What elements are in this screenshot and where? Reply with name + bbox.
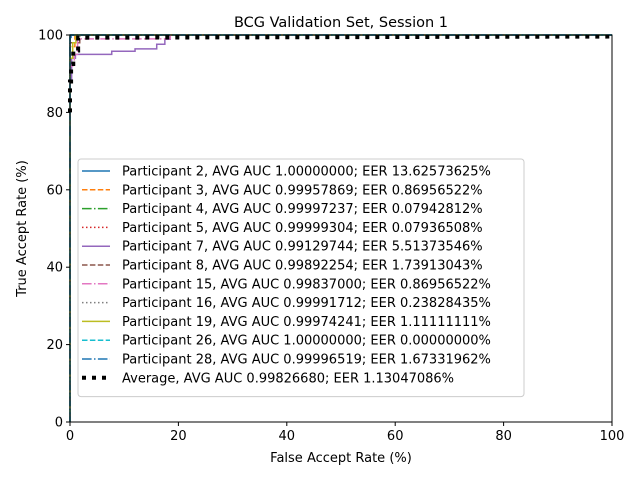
legend-label: Participant 26, AVG AUC 1.00000000; EER …	[122, 334, 491, 349]
y-tick-label: 100	[38, 29, 63, 44]
legend-label: Participant 4, AVG AUC 0.99997237; EER 0…	[122, 202, 483, 217]
x-axis-ticks: 0 20 40 60 80 100	[66, 422, 625, 444]
x-axis-label: False Accept Rate (%)	[270, 451, 412, 466]
series-line-7	[69, 34, 612, 422]
legend-label: Participant 3, AVG AUC 0.99957869; EER 0…	[122, 183, 483, 198]
y-tick-label: 20	[46, 338, 63, 353]
x-tick-label: 40	[279, 429, 296, 444]
x-tick-label: 100	[600, 429, 625, 444]
x-tick-label: 0	[66, 429, 74, 444]
legend-label: Participant 2, AVG AUC 1.00000000; EER 1…	[122, 165, 491, 180]
y-axis-label: True Accept Rate (%)	[15, 160, 30, 298]
y-tick-label: 80	[46, 106, 63, 121]
plot-frame	[69, 34, 613, 423]
legend-label: Participant 15, AVG AUC 0.99837000; EER …	[122, 277, 491, 292]
y-tick-label: 0	[55, 416, 63, 431]
y-tick-label: 40	[46, 261, 63, 276]
y-axis-ticks: 0 20 40 60 80 100	[38, 29, 70, 431]
legend-label: Participant 7, AVG AUC 0.99129744; EER 5…	[122, 240, 483, 255]
legend-label: Participant 28, AVG AUC 0.99996519; EER …	[122, 353, 491, 368]
legend: Participant 2, AVG AUC 1.00000000; EER 1…	[77, 158, 525, 398]
x-tick-label: 60	[387, 429, 404, 444]
legend-box	[77, 158, 525, 398]
x-tick-label: 20	[170, 429, 187, 444]
legend-label: Average, AVG AUC 0.99826680; EER 1.13047…	[122, 371, 454, 386]
y-tick-label: 60	[46, 183, 63, 198]
legend-label: Participant 5, AVG AUC 0.99999304; EER 0…	[122, 221, 483, 236]
legend-label: Participant 8, AVG AUC 0.99892254; EER 1…	[122, 259, 483, 274]
x-tick-label: 80	[495, 429, 512, 444]
legend-label: Participant 19, AVG AUC 0.99974241; EER …	[122, 315, 491, 330]
chart-title: BCG Validation Set, Session 1	[234, 15, 448, 31]
legend-label: Participant 16, AVG AUC 0.99991712; EER …	[122, 296, 491, 311]
